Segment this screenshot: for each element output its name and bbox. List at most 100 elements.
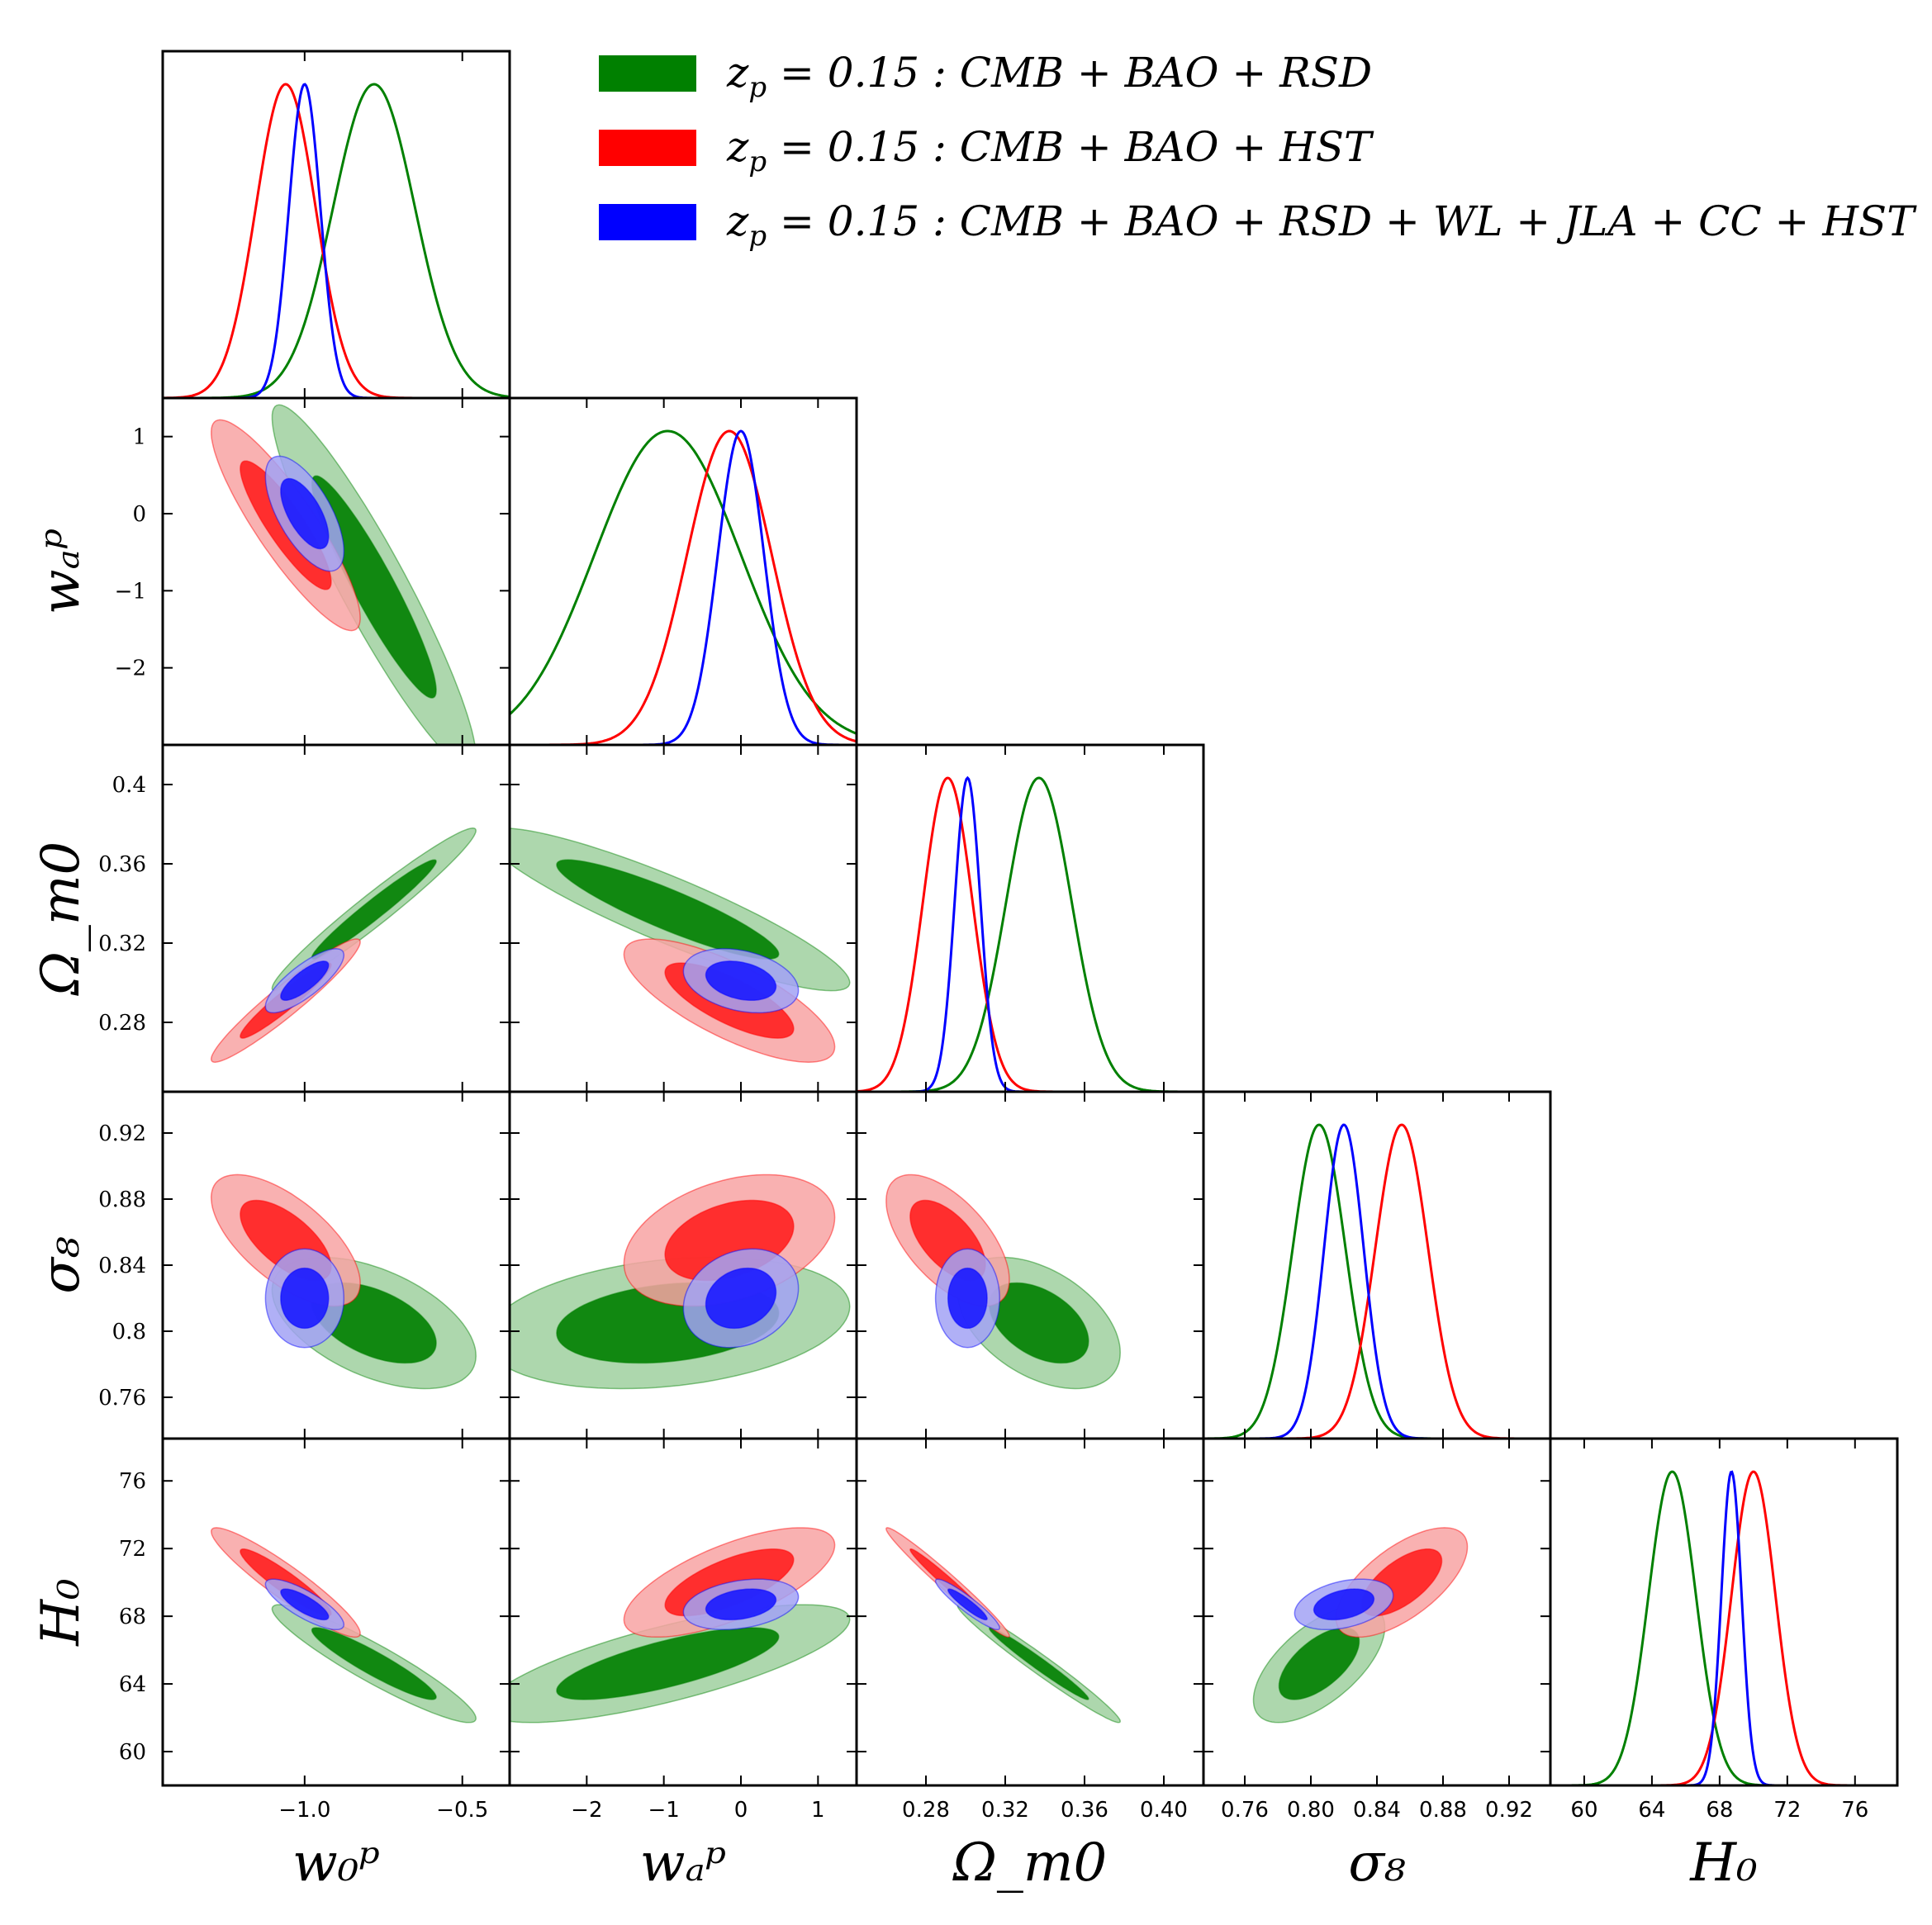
ytick-label: 0.28 — [98, 1011, 146, 1036]
ytick-label: −1 — [115, 579, 146, 604]
panel-frame — [161, 50, 511, 400]
xaxis-title: Ω_m0 — [952, 1833, 1107, 1894]
legend-swatch-green — [599, 55, 696, 92]
marginal-red — [510, 429, 857, 745]
panel-3-2 — [855, 1090, 1205, 1440]
marginal-red — [163, 83, 510, 398]
xtick-label: 0.40 — [1140, 1798, 1188, 1823]
panel-2-2 — [855, 743, 1205, 1093]
marginal-blue — [1203, 1123, 1550, 1439]
panel-2-1 — [508, 743, 858, 1093]
xtick-label: −2 — [571, 1798, 602, 1823]
xtick-label: −0.5 — [436, 1798, 488, 1823]
panel-4-2 — [855, 1437, 1205, 1787]
panel-content — [1252, 1527, 1469, 1723]
marginal-blue — [857, 775, 1203, 1092]
yaxis-title: Ω_m0 — [31, 842, 92, 996]
ytick-label: 0.36 — [98, 852, 146, 877]
xaxis-title: H₀ — [1689, 1833, 1757, 1894]
marginal-green — [1550, 1470, 1897, 1785]
legend-label-blue: zp = 0.15 : CMB + BAO + RSD + WL + JLA +… — [726, 197, 1917, 253]
xaxis-title: wₐᵖ — [640, 1833, 726, 1894]
xtick-label: 1 — [811, 1798, 825, 1823]
xtick-label: 0.28 — [902, 1798, 950, 1823]
legend-text-body: = 0.15 : CMB + BAO + RSD — [767, 49, 1372, 97]
panel-1-0 — [161, 396, 511, 747]
panel-content — [857, 775, 1203, 1092]
xtick-label: 64 — [1638, 1798, 1665, 1823]
legend-text-body: = 0.15 : CMB + BAO + RSD + WL + JLA + CC… — [767, 197, 1917, 245]
contour-1sigma-blue — [705, 960, 777, 1002]
legend-var-sub: p — [748, 71, 767, 104]
panel-content — [210, 1173, 477, 1390]
panel-2-0 — [161, 743, 511, 1093]
legend-swatch-red — [599, 130, 696, 166]
contour-1sigma-blue — [947, 1588, 988, 1621]
marginal-blue — [510, 429, 857, 745]
legend-text-body: = 0.15 : CMB + BAO + HST — [767, 123, 1374, 171]
yaxis-title: wₐᵖ — [31, 529, 92, 614]
panel-content — [510, 827, 851, 1063]
contour-1sigma-blue — [280, 477, 330, 550]
xtick-label: 68 — [1706, 1798, 1733, 1823]
panel-4-3 — [1202, 1437, 1552, 1787]
ytick-label: 0.76 — [98, 1386, 146, 1411]
panel-content — [1203, 1123, 1550, 1439]
ytick-label: −2 — [115, 657, 146, 681]
marginal-red — [1550, 1470, 1897, 1785]
panel-content — [211, 404, 476, 745]
xtick-label: 0.36 — [1061, 1798, 1108, 1823]
yaxis-title: σ₈ — [31, 1236, 92, 1294]
marginal-blue — [163, 83, 510, 398]
yaxis-title: H₀ — [31, 1578, 92, 1646]
xaxis-title: w₀ᵖ — [292, 1833, 380, 1894]
xtick-label: 60 — [1570, 1798, 1597, 1823]
legend-var-sub: p — [748, 145, 767, 178]
xtick-label: 76 — [1841, 1798, 1868, 1823]
xtick-label: 0.32 — [981, 1798, 1029, 1823]
contour-1sigma-blue — [947, 1267, 988, 1330]
ytick-label: 0.88 — [98, 1188, 146, 1212]
panel-1-1 — [508, 396, 858, 747]
contour-1sigma-green — [311, 475, 437, 699]
legend-var: z — [726, 197, 749, 245]
xtick-label: −1 — [648, 1798, 680, 1823]
ytick-label: 72 — [119, 1537, 146, 1562]
contour-1sigma-blue — [280, 1588, 330, 1621]
panel-content — [510, 1173, 851, 1390]
xtick-label: 0 — [734, 1798, 748, 1823]
panel-frame — [161, 743, 511, 1093]
ytick-label: 68 — [119, 1605, 146, 1629]
marginal-red — [857, 776, 1203, 1092]
xtick-label: −1.0 — [278, 1798, 330, 1823]
panel-frame — [1202, 1090, 1552, 1440]
panel-content — [163, 83, 510, 398]
contour-1sigma-green — [311, 1627, 437, 1700]
ytick-label: 64 — [119, 1672, 146, 1697]
ytick-label: 0.32 — [98, 932, 146, 956]
contour-1sigma-blue — [705, 1588, 777, 1621]
contour-1sigma-green — [988, 1627, 1089, 1700]
contour-1sigma-green — [1278, 1627, 1360, 1700]
legend-var-sub: p — [748, 220, 767, 253]
legend-var: z — [726, 49, 749, 97]
xtick-label: 0.84 — [1353, 1798, 1401, 1823]
marginal-red — [1203, 1123, 1550, 1439]
panel-content — [1550, 1470, 1897, 1785]
panel-3-1 — [508, 1090, 858, 1440]
panel-3-3 — [1202, 1090, 1552, 1440]
marginal-green — [1203, 1123, 1550, 1439]
xtick-label: 0.92 — [1485, 1798, 1533, 1823]
marginal-green — [510, 429, 857, 735]
marginal-blue — [1550, 1470, 1897, 1785]
ytick-label: 0 — [132, 502, 146, 527]
legend-var: z — [726, 123, 749, 171]
panel-4-4 — [1549, 1437, 1899, 1787]
contour-1sigma-blue — [705, 1267, 777, 1330]
contour-1sigma-green — [556, 1627, 780, 1700]
panel-content — [885, 1527, 1121, 1723]
ytick-label: 0.4 — [112, 773, 146, 798]
ytick-label: 76 — [119, 1469, 146, 1494]
